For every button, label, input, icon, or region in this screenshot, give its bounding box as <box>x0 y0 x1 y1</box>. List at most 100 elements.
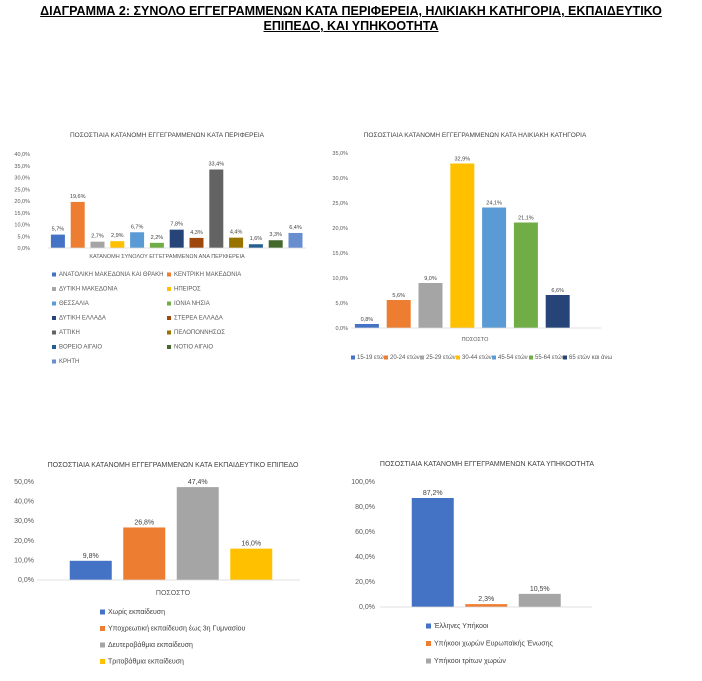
chart-age-legend-label: 20-24 ετών <box>390 355 420 361</box>
chart-region-bar <box>288 232 303 248</box>
chart-region-bar <box>90 241 105 248</box>
chart-region-bar <box>229 237 244 248</box>
chart-region-legend-swatch <box>52 316 56 320</box>
chart-age-bar <box>450 163 475 328</box>
chart-education-legend-label: Χωρίς εκπαίδευση <box>108 608 165 616</box>
chart-region-data-label: 2,7% <box>91 234 104 240</box>
chart-citizenship-data-label: 10,5% <box>530 586 550 593</box>
chart-age-data-label: 9,0% <box>424 276 437 282</box>
chart-age-legend-swatch <box>456 355 460 360</box>
chart-citizenship-title: ΠΟΣΟΣΤΙΑΙΑ ΚΑΤΑΝΟΜΗ ΕΓΓΕΓΡΑΜΜΕΝΩΝ ΚΑΤΑ Υ… <box>380 461 594 468</box>
chart-region-legend-label: ΘΕΣΣΑΛΙΑ <box>59 301 89 307</box>
chart-region-bar <box>70 201 85 248</box>
chart-region-legend-label: ΚΕΝΤΡΙΚΗ ΜΑΚΕΔΟΝΙΑ <box>174 272 241 278</box>
chart-region-bar <box>169 229 184 248</box>
chart-age-bar <box>545 295 570 328</box>
chart-age-data-label: 32,9% <box>454 157 470 163</box>
chart-region-data-label: 6,7% <box>131 224 144 230</box>
chart-region-data-label: 3,3% <box>269 232 282 238</box>
chart-region: ΠΟΣΟΣΤΙΑΙΑ ΚΑΤΑΝΟΜΗ ΕΓΓΕΓΡΑΜΜΕΝΩΝ ΚΑΤΑ Π… <box>14 132 306 365</box>
chart-citizenship-ytick: 20,0% <box>355 579 375 586</box>
chart-region-ytick: 20,0% <box>14 199 30 205</box>
chart-citizenship-data-label: 87,2% <box>423 490 443 497</box>
chart-age-legend-label: 45-54 ετών <box>498 355 528 361</box>
chart-age-ytick: 15,0% <box>332 251 348 257</box>
chart-age-legend-swatch <box>351 355 355 360</box>
chart-age-legend-swatch <box>384 355 388 360</box>
chart-region-data-label: 1,6% <box>250 236 263 242</box>
chart-age-ytick: 10,0% <box>332 276 348 282</box>
chart-citizenship-legend-label: Υπήκοοι τρίτων χωρών <box>434 657 506 665</box>
chart-age-legend-swatch <box>492 355 496 360</box>
chart-region-bar <box>50 234 65 248</box>
chart-age-bar <box>354 324 379 328</box>
chart-region-ytick: 40,0% <box>14 152 30 158</box>
chart-region-legend-swatch <box>167 301 171 306</box>
chart-age-data-label: 24,1% <box>486 201 502 207</box>
chart-age-ytick: 30,0% <box>332 176 348 182</box>
chart-region-legend-swatch <box>52 301 56 306</box>
chart-age-bar <box>386 300 411 328</box>
chart-citizenship-ytick: 40,0% <box>355 554 375 561</box>
chart-age-data-label: 21,1% <box>518 216 534 222</box>
chart-education-legend-swatch <box>100 659 105 664</box>
chart-citizenship: ΠΟΣΟΣΤΙΑΙΑ ΚΑΤΑΝΟΜΗ ΕΓΓΕΓΡΑΜΜΕΝΩΝ ΚΑΤΑ Υ… <box>351 461 594 665</box>
chart-education-legend-swatch <box>100 609 105 615</box>
chart-region-xlabel: ΚΑΤΑΝΟΜΗ ΣΥΝΟΛΟΥ ΕΓΓΕΓΡΑΜΜΕΝΩΝ ΑΝΑ ΠΕΡΙΦ… <box>89 254 245 260</box>
chart-education-bar <box>69 560 112 580</box>
chart-age-ytick: 35,0% <box>332 151 348 157</box>
chart-region-legend-swatch <box>52 287 56 291</box>
chart-education-data-label: 26,8% <box>134 519 154 526</box>
chart-region-data-label: 6,4% <box>289 225 302 231</box>
chart-citizenship-data-label: 2,3% <box>478 596 494 603</box>
chart-region-legend-label: ΙΟΝΙΑ ΝΗΣΙΑ <box>174 301 210 307</box>
chart-education-title: ΠΟΣΟΣΤΙΑΙΑ ΚΑΤΑΝΟΜΗ ΕΓΓΕΓΡΑΜΜΕΝΩΝ ΚΑΤΑ Ε… <box>48 462 299 469</box>
chart-region-legend-swatch <box>52 330 56 335</box>
chart-age-legend-label: 25-29 ετών <box>426 355 456 361</box>
chart-age: ΠΟΣΟΣΤΙΑΙΑ ΚΑΤΑΝΟΜΗ ΕΓΓΕΓΡΑΜΜΕΝΩΝ ΚΑΤΑ Η… <box>332 132 612 361</box>
chart-age-bar <box>513 222 538 328</box>
chart-region-legend-label: ΠΕΛΟΠΟΝΝΗΣΟΣ <box>174 330 225 336</box>
chart-age-legend-label: 30-44 ετών <box>462 355 492 361</box>
chart-education-ytick: 10,0% <box>14 557 34 564</box>
chart-age-legend-label: 65 ετών και άνω <box>569 354 613 361</box>
chart-education-bar <box>123 527 166 580</box>
chart-region-bar <box>130 232 145 248</box>
chart-region-legend-label: ΔΥΤΙΚΗ ΜΑΚΕΔΟΝΙΑ <box>59 287 117 293</box>
chart-region-legend-label: ΣΤΕΡΕΑ ΕΛΛΑΔΑ <box>174 316 223 322</box>
chart-region-bar <box>248 244 263 248</box>
chart-citizenship-legend-swatch <box>426 623 431 629</box>
chart-region-bar <box>209 169 224 248</box>
chart-education-bar <box>176 487 219 580</box>
chart-region-data-label: 2,9% <box>111 233 124 239</box>
chart-region-ytick: 30,0% <box>14 176 30 182</box>
chart-region-legend-label: ΒΟΡΕΙΟ ΑΙΓΑΙΟ <box>59 345 102 351</box>
chart-age-ytick: 0,0% <box>335 326 348 332</box>
chart-region-bar <box>189 237 204 248</box>
chart-citizenship-bar <box>518 593 561 607</box>
chart-region-legend-label: ΑΤΤΙΚΗ <box>59 330 80 336</box>
chart-age-xlabel: ΠΟΣΟΣΤΟ <box>462 337 490 343</box>
chart-age-legend-swatch <box>420 355 424 360</box>
chart-education-ytick: 20,0% <box>14 538 34 545</box>
chart-citizenship-ytick: 0,0% <box>359 604 375 611</box>
chart-region-data-label: 5,7% <box>52 227 65 233</box>
chart-age-legend-swatch <box>563 355 567 360</box>
chart-citizenship-legend-swatch <box>426 658 431 664</box>
chart-education-data-label: 47,4% <box>188 479 208 486</box>
chart-age-data-label: 5,6% <box>392 293 405 299</box>
chart-region-legend-label: ΔΥΤΙΚΗ ΕΛΛΑΔΑ <box>59 316 106 322</box>
chart-region-ytick: 35,0% <box>14 164 30 170</box>
chart-age-legend-label: 15-19 ετών <box>357 355 387 361</box>
chart-region-ytick: 5,0% <box>17 234 30 240</box>
chart-age-bar <box>418 283 443 328</box>
chart-region-legend-swatch <box>167 345 171 349</box>
chart-region-bar <box>149 242 164 248</box>
chart-region-data-label: 4,3% <box>190 230 203 236</box>
chart-age-data-label: 6,6% <box>551 288 564 294</box>
chart-region-data-label: 2,2% <box>151 235 164 241</box>
chart-region-legend-swatch <box>52 359 56 364</box>
chart-citizenship-bar <box>465 604 508 607</box>
chart-citizenship-ytick: 60,0% <box>355 529 375 536</box>
